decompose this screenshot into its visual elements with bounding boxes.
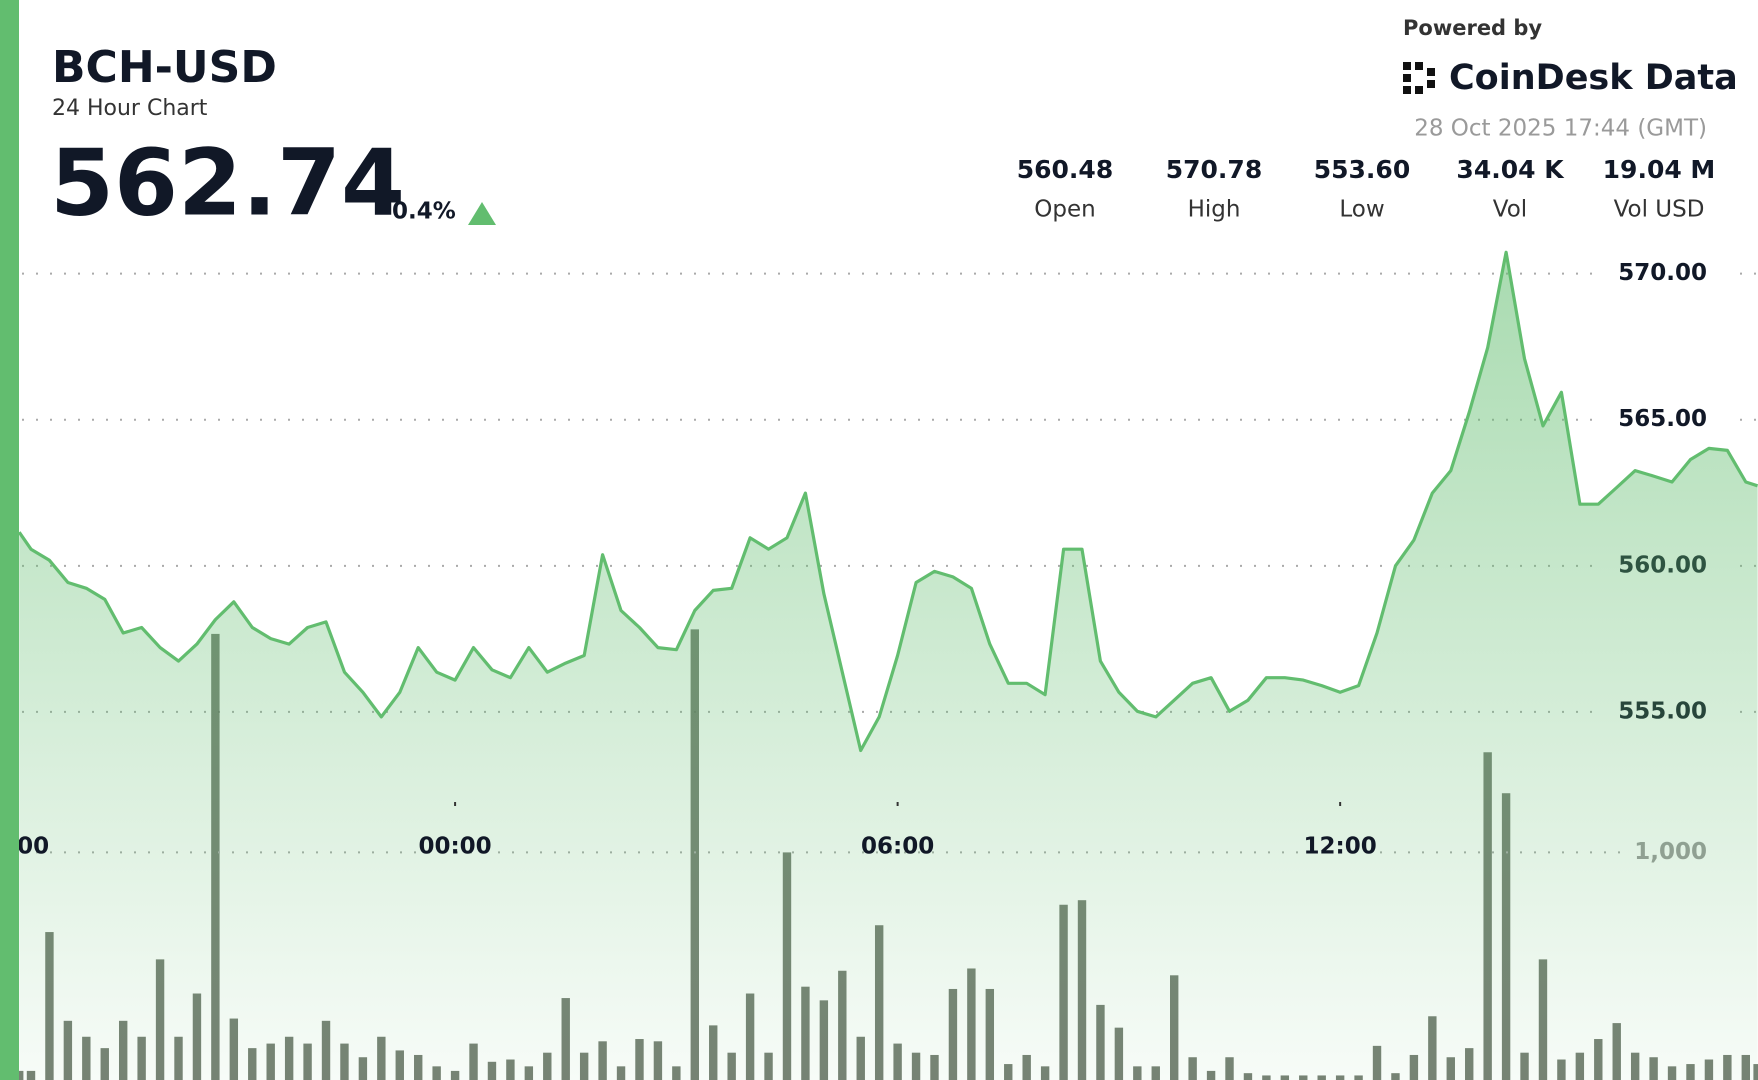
stat-value: 560.48 — [1017, 155, 1113, 184]
x-tick-label: 00:00 — [418, 834, 491, 860]
current-price: 562.74 — [50, 129, 405, 236]
x-tick-label: 06:00 — [861, 834, 934, 860]
timestamp: 28 Oct 2025 17:44 (GMT) — [1414, 116, 1707, 142]
y-tick-label: 570.00 — [1618, 260, 1707, 286]
stat-label: Vol USD — [1614, 197, 1705, 223]
stat-label: Open — [1034, 197, 1095, 223]
price-change: 0.4% — [392, 199, 456, 225]
powered-by: Powered by — [1403, 16, 1542, 40]
y-tick-label: 565.00 — [1618, 406, 1707, 432]
up-arrow — [468, 202, 496, 225]
price-line — [17, 250, 1758, 753]
stat-label: Low — [1339, 197, 1384, 223]
chart-title: BCH-USD — [52, 42, 277, 93]
stat-value: 19.04 M — [1603, 155, 1716, 184]
x-tick-label: 12:00 — [1304, 834, 1377, 860]
area-fill — [19, 252, 1758, 1080]
stat-value: 34.04 K — [1456, 155, 1565, 184]
brand-name: CoinDesk Data — [1449, 58, 1738, 98]
stat-label: Vol — [1493, 197, 1527, 223]
stat-value: 570.78 — [1166, 155, 1262, 184]
stat-label: High — [1188, 197, 1241, 223]
accent-bar — [0, 0, 19, 1080]
stat-value: 553.60 — [1314, 155, 1410, 184]
brand-logo — [1403, 62, 1435, 94]
chart-subtitle: 24 Hour Chart — [52, 96, 208, 121]
